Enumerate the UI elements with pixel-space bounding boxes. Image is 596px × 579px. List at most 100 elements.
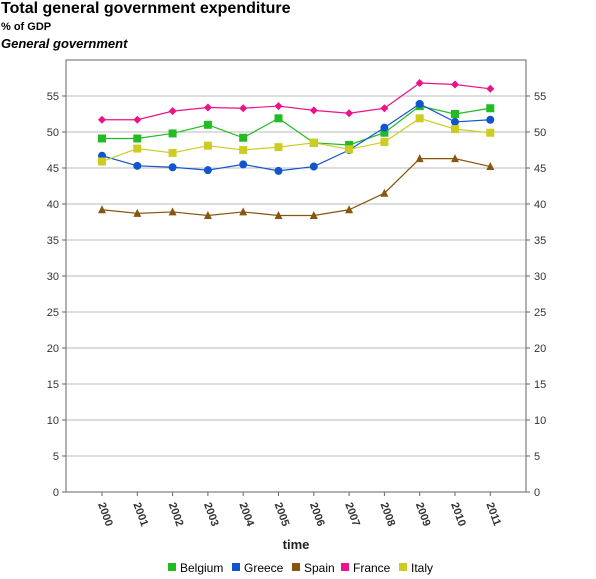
data-point-greece [415,99,424,108]
y-tick-label-right: 5 [534,451,540,463]
data-point-spain [345,205,354,214]
data-point-spain [98,205,106,214]
data-point-italy [415,114,424,123]
data-point-spain [133,208,142,217]
data-point-spain [239,207,248,216]
y-tick-label-right: 0 [534,487,540,499]
series-line-greece [101,103,491,172]
data-point-spain [486,162,495,171]
chart-subtitle: % of GDP [1,21,52,33]
y-tick-label-right: 40 [534,199,546,211]
data-point-france [415,79,424,88]
data-point-belgium [168,129,177,138]
data-point-italy [168,148,177,157]
y-tick-label-right: 25 [534,307,546,319]
x-tick-label: 2001 [130,501,150,528]
x-tick-label: 2002 [166,501,186,528]
series-layer [98,79,495,220]
y-tick-label-right: 30 [534,271,546,283]
data-point-spain [168,207,177,216]
data-point-spain [309,211,318,220]
data-point-italy [203,141,212,150]
series-france [98,79,495,124]
data-point-france [309,106,318,115]
legend-swatch [399,563,407,571]
y-tick-label-right: 20 [534,343,546,355]
x-tick-label: 2003 [201,501,221,528]
x-tick-label: 2004 [236,501,256,529]
legend-item-italy: Italy [399,561,433,575]
y-tick-label: 25 [47,307,59,319]
x-tick-label: 2006 [307,501,327,528]
legend-item-greece: Greece [232,561,284,575]
y-tick-label: 30 [47,271,59,283]
legend-swatch [292,563,300,571]
y-tick-label: 50 [47,127,59,139]
x-tick-label: 2009 [413,501,433,528]
y-tick-label: 15 [47,379,59,391]
legend-swatch [168,563,176,571]
legend-label: Italy [411,561,433,575]
x-axis-label: time [283,537,310,552]
y-axis-left: 0 5 10 15 20 25 30 35 40 45 50 55 [47,91,66,499]
legend-swatch [232,563,240,571]
data-point-france [98,115,106,124]
y-tick-label: 5 [53,451,59,463]
data-point-italy [451,125,459,134]
data-point-italy [274,143,283,152]
data-point-france [274,102,283,111]
data-point-france [203,103,212,112]
y-tick-label: 10 [47,415,59,427]
data-point-spain [274,211,283,220]
series-line-italy [101,117,491,163]
data-point-italy [486,128,495,137]
data-point-belgium [451,110,459,118]
legend: Belgium Greece Spain France Italy [168,561,433,575]
y-tick-label-right: 50 [534,127,546,139]
series-spain [98,154,495,220]
y-tick-label: 20 [47,343,59,355]
chart-title: Total general government expenditure [1,0,291,17]
y-tick-label: 45 [47,163,59,175]
series-line-belgium [102,105,491,146]
data-point-greece [203,166,212,175]
data-point-italy [380,138,389,147]
data-point-greece [133,161,142,170]
legend-item-spain: Spain [292,561,335,575]
y-tick-label: 0 [53,487,59,499]
data-point-france [133,115,142,124]
data-point-france [345,109,354,118]
data-point-france [451,80,459,89]
y-tick-label-right: 15 [534,379,546,391]
data-point-belgium [239,133,248,142]
data-point-italy [345,145,354,154]
series-line-france [102,82,491,121]
data-point-greece [486,115,495,124]
series-belgium [98,102,495,149]
legend-label: France [353,561,391,575]
data-point-greece [451,117,459,126]
y-tick-label: 35 [47,235,59,247]
y-tick-label-right: 10 [534,415,546,427]
data-point-greece [309,162,318,171]
data-point-france [486,84,495,93]
legend-swatch [341,563,349,571]
data-point-belgium [345,140,354,149]
data-point-france [380,104,389,113]
x-tick-label: 2010 [448,501,468,528]
y-tick-label-right: 45 [534,163,546,175]
data-point-italy [98,157,106,166]
x-axis: 2000 2001 2002 2003 2004 2005 2006 2007 2008 2009… [95,492,503,529]
chart-subtitle-sector: General government [1,36,128,51]
y-tick-label-right: 55 [534,91,546,103]
data-point-france [239,104,248,113]
legend-label: Greece [244,561,284,575]
data-point-italy [133,144,142,153]
legend-label: Spain [304,561,335,575]
legend-label: Belgium [180,561,223,575]
data-point-italy [239,146,248,154]
x-tick-label: 2005 [272,501,292,528]
data-point-belgium [203,120,212,129]
data-point-italy [309,138,318,147]
